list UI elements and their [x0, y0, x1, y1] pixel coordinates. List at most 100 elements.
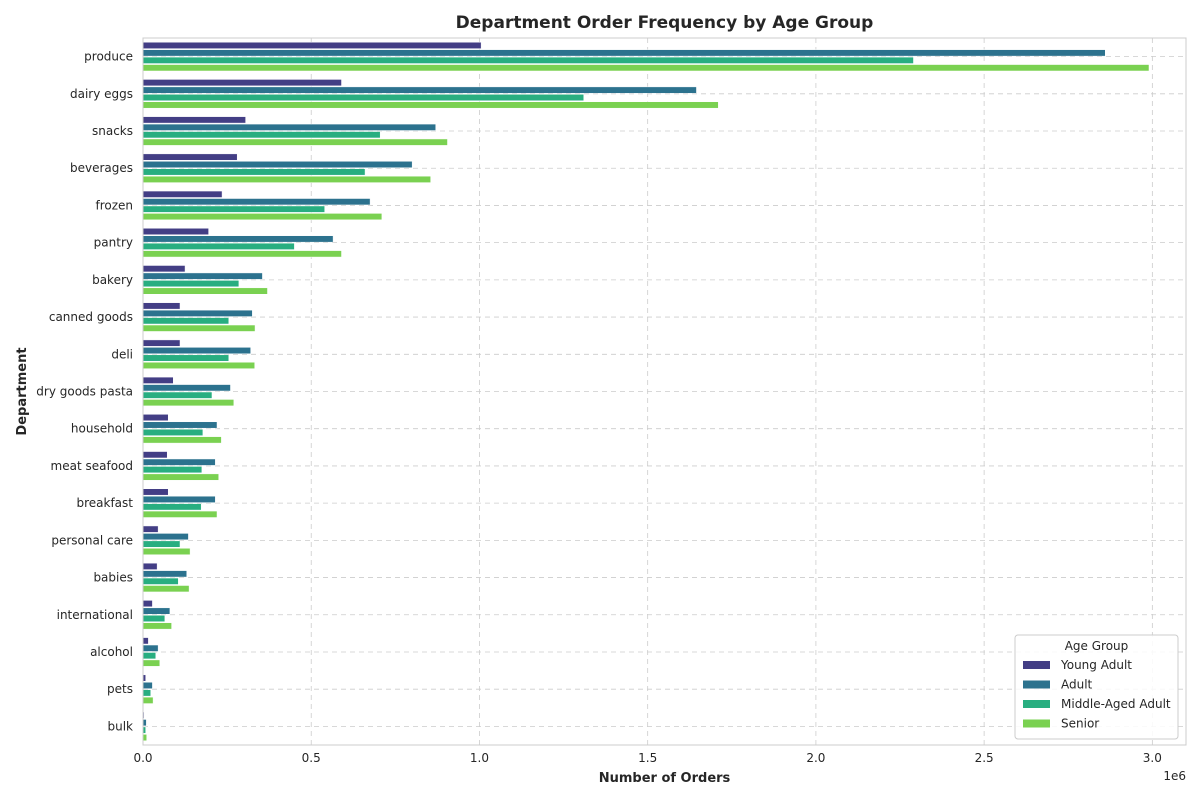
bar: [142, 607, 171, 615]
y-tick-label: babies: [93, 571, 133, 585]
y-tick-label: meat seafood: [51, 459, 133, 473]
bar: [142, 161, 413, 168]
bar: [142, 577, 179, 585]
x-axis-ticks: 0.0 0.5 1.0 1.5 2.0 2.5 3.0: [133, 751, 1161, 765]
x-tick-label: 1.0: [470, 751, 489, 765]
bar: [142, 287, 268, 295]
legend-swatch: [1023, 661, 1050, 669]
y-axis-ticks: produce dairy eggs snacks beverages frozen pa…: [36, 50, 133, 734]
bar: [142, 659, 161, 667]
x-tick-label: 0.0: [133, 751, 152, 765]
bar: [142, 213, 383, 221]
bar: [142, 414, 169, 422]
bar: [142, 451, 168, 459]
bar: [142, 242, 295, 250]
legend-swatch: [1023, 719, 1050, 728]
bar: [142, 689, 151, 697]
legend-box: [1014, 634, 1179, 740]
bar: [142, 302, 181, 310]
bar: [142, 64, 1150, 72]
legend: Age Group Young Adult Adult Middle-Aged Ad…: [1014, 634, 1179, 740]
bar: [142, 376, 174, 384]
x-axis-label: Number of Orders: [599, 771, 731, 786]
bar: [142, 644, 159, 652]
bar: [142, 309, 253, 317]
bar: [142, 562, 158, 570]
bar: [142, 168, 366, 176]
bar: [142, 384, 231, 392]
bar: [142, 280, 240, 288]
bar: [142, 101, 719, 109]
bar: [142, 622, 172, 630]
bar: [142, 317, 230, 325]
bar: [142, 175, 431, 183]
y-tick-label: pets: [107, 682, 133, 696]
bar: [142, 94, 585, 102]
bar: [142, 488, 169, 496]
plot-frame: [142, 37, 1187, 746]
grid-lines: [142, 38, 1186, 745]
bar: [142, 436, 222, 444]
bar: [142, 79, 342, 87]
bar: [142, 56, 914, 64]
bar: [142, 719, 147, 727]
x-tick-label: 3.0: [1143, 751, 1162, 765]
bar: [142, 525, 159, 533]
bar: [142, 265, 186, 273]
y-tick-label: canned goods: [49, 310, 133, 324]
y-tick-label: frozen: [95, 198, 133, 212]
bar: [142, 533, 189, 541]
bar: [142, 49, 1106, 57]
bar: [142, 681, 153, 689]
bar: [142, 123, 436, 131]
bar: [142, 637, 149, 645]
bar: [142, 473, 219, 481]
bar: [142, 116, 246, 124]
bar: [142, 548, 191, 555]
bar: [142, 138, 448, 146]
bar: [142, 570, 187, 578]
legend-label: Young Adult: [1060, 658, 1132, 672]
bar: [142, 600, 153, 608]
bar: [142, 86, 697, 94]
bar: [142, 235, 334, 243]
x-tick-label: 2.0: [806, 751, 825, 765]
x-tick-label: 0.5: [302, 751, 321, 765]
y-tick-label: bakery: [92, 273, 133, 287]
bar: [142, 131, 381, 139]
bar: [142, 391, 213, 399]
legend-swatch: [1023, 680, 1050, 689]
y-tick-label: household: [71, 422, 133, 436]
y-tick-label: bulk: [107, 719, 133, 733]
bar: [142, 696, 154, 704]
bar: [142, 734, 147, 742]
bar: [142, 228, 209, 235]
bar: [142, 272, 263, 280]
bar: [142, 652, 157, 660]
bar: [142, 41, 482, 49]
bar: [142, 428, 204, 436]
bar: [142, 354, 230, 362]
legend-label: Middle-Aged Adult: [1061, 697, 1171, 711]
bar: [142, 205, 325, 213]
bar: [142, 466, 203, 474]
y-tick-label: pantry: [94, 236, 133, 250]
legend-label: Adult: [1061, 678, 1093, 692]
bar: [142, 361, 255, 369]
chart-title: Department Order Frequency by Age Group: [456, 13, 874, 33]
y-tick-label: beverages: [70, 161, 133, 175]
bar: [142, 324, 256, 332]
y-tick-label: deli: [111, 347, 133, 361]
bar: [142, 250, 342, 258]
bar: [142, 399, 235, 407]
legend-title: Age Group: [1065, 639, 1129, 653]
bar: [142, 153, 238, 161]
bar: [142, 510, 218, 518]
bar: [142, 198, 371, 206]
x-tick-label: 2.5: [975, 751, 994, 765]
bar: [142, 347, 251, 355]
bar: [142, 495, 216, 503]
x-tick-label: 1.5: [638, 751, 657, 765]
legend-label: Senior: [1061, 717, 1099, 731]
